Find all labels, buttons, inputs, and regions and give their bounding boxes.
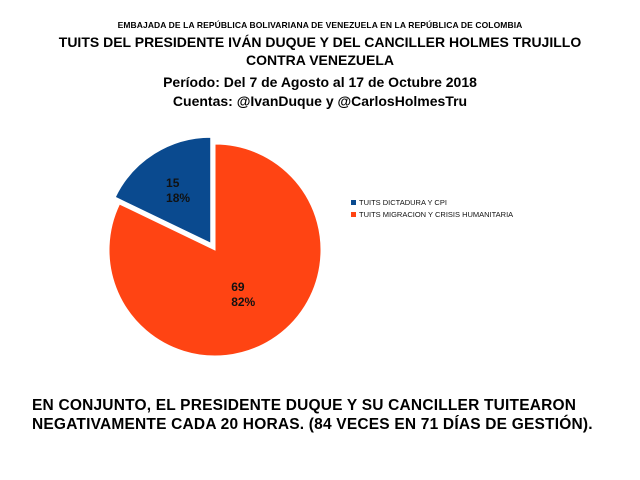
accounts-subtitle: Cuentas: @IvanDuque y @CarlosHolmesTru: [172, 93, 468, 109]
period-subtitle: Período: Del 7 de Agosto al 17 de Octubr…: [163, 74, 477, 90]
slice-value-label: 69: [231, 280, 245, 294]
legend-label: TUITS DICTADURA Y CPI: [359, 198, 447, 207]
legend-swatch: [351, 212, 356, 217]
pie-slice-2: [108, 143, 322, 357]
page-title-line-1: TUITS DEL PRESIDENTE IVÁN DUQUE Y DEL CA…: [58, 34, 582, 50]
page-title-line-2: CONTRA VENEZUELA: [245, 52, 395, 68]
legend-swatch: [351, 200, 356, 205]
slice-percent-label: 82%: [231, 295, 255, 309]
pie-slice-1: [114, 136, 212, 245]
embassy-heading: EMBAJADA DE LA REPÚBLICA BOLIVARIANA DE …: [117, 20, 523, 30]
slice-percent-label: 18%: [166, 191, 190, 205]
legend-label: TUITS MIGRACION Y CRISIS HUMANITARIA: [359, 210, 513, 219]
slice-value-label: 15: [166, 176, 180, 190]
conclusion-text: EN CONJUNTO, EL PRESIDENTE DUQUE Y SU CA…: [32, 397, 593, 433]
